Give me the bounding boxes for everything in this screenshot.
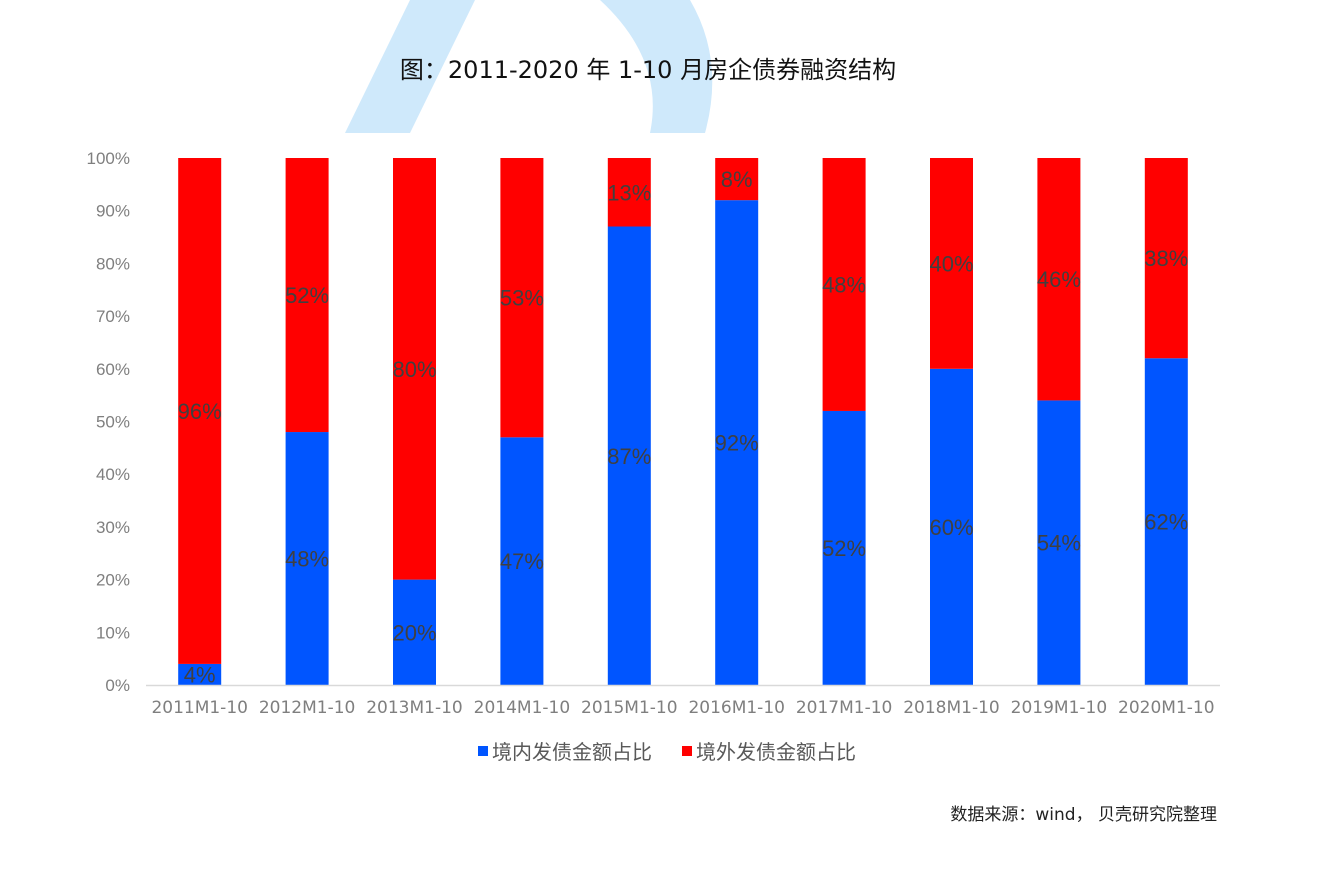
data-label-overseas: 38% <box>1144 246 1188 271</box>
x-tick-label: 2012M1-10 <box>259 698 356 718</box>
watermark-stroke-right <box>600 0 713 133</box>
chart-title: 图：2011-2020 年 1-10 月房企债券融资结构 <box>399 56 897 84</box>
bar-segment-overseas <box>178 158 222 664</box>
y-tick-label: 50% <box>96 413 130 432</box>
legend-swatch-domestic <box>478 745 488 756</box>
x-tick-label: 2016M1-10 <box>688 698 785 718</box>
y-tick-label: 10% <box>96 623 130 642</box>
legend-swatch-overseas <box>682 745 692 756</box>
x-tick-label: 2019M1-10 <box>1011 698 1108 718</box>
bar-segment-domestic <box>822 410 866 685</box>
y-tick-label: 40% <box>96 465 130 484</box>
bar-segment-domestic <box>500 437 544 685</box>
bar-segment-overseas <box>500 158 544 438</box>
x-tick-label: 2014M1-10 <box>474 698 571 718</box>
data-label-overseas: 53% <box>500 286 544 311</box>
data-label-domestic: 47% <box>500 549 544 574</box>
data-label-domestic: 62% <box>1144 510 1188 535</box>
data-label-overseas: 8% <box>721 167 753 192</box>
y-tick-label: 70% <box>96 307 130 326</box>
data-label-domestic: 60% <box>929 515 973 540</box>
bar-segment-overseas <box>393 158 436 580</box>
x-tick-label: 2011M1-10 <box>151 698 248 718</box>
legend: 境内发债金额占比 境外发债金额占比 <box>0 736 1334 765</box>
source-note: 数据来源：wind， 贝壳研究院整理 <box>950 805 1217 825</box>
x-tick-label: 2017M1-10 <box>796 698 893 718</box>
bar-segment-overseas <box>715 158 759 201</box>
x-tick-label: 2015M1-10 <box>581 698 678 718</box>
data-label-domestic: 20% <box>392 620 436 645</box>
data-label-overseas: 40% <box>929 251 973 276</box>
data-label-domestic: 92% <box>715 431 759 456</box>
data-label-overseas: 48% <box>822 272 866 297</box>
data-label-domestic: 87% <box>607 444 651 469</box>
data-label-domestic: 54% <box>1037 531 1081 556</box>
watermark-stroke-left <box>345 0 475 133</box>
bar-segment-overseas <box>1144 158 1188 359</box>
x-tick-label: 2020M1-10 <box>1118 698 1215 718</box>
bar-segment-overseas <box>285 158 329 433</box>
x-tick-label: 2013M1-10 <box>366 698 463 718</box>
bar-segment-overseas <box>1037 158 1081 401</box>
data-label-overseas: 52% <box>285 283 329 308</box>
bar-segment-domestic <box>285 432 329 685</box>
data-label-overseas: 80% <box>392 357 436 382</box>
y-tick-label: 90% <box>96 202 130 221</box>
legend-item-domestic: 境内发债金额占比 <box>478 736 652 765</box>
bar-segment-domestic <box>930 368 973 685</box>
data-label-overseas: 13% <box>607 180 651 205</box>
bar-segment-overseas <box>822 158 866 411</box>
bar-segment-domestic <box>1144 358 1188 685</box>
data-label-domestic: 4% <box>184 662 216 687</box>
data-label-domestic: 52% <box>822 536 866 561</box>
y-tick-label: 0% <box>105 676 130 695</box>
legend-label-overseas: 境外发债金额占比 <box>696 740 856 764</box>
data-label-overseas: 46% <box>1037 267 1081 292</box>
bar-segment-domestic <box>393 579 436 685</box>
bar-segment-domestic <box>1037 400 1081 685</box>
legend-label-domestic: 境内发债金额占比 <box>492 740 652 764</box>
bar-segment-overseas <box>930 158 973 369</box>
y-tick-label: 80% <box>96 254 130 273</box>
legend-item-overseas: 境外发债金额占比 <box>682 736 856 765</box>
bar-segment-domestic <box>715 200 759 685</box>
bar-segment-overseas <box>607 158 651 227</box>
bar-segment-domestic <box>607 226 651 685</box>
x-tick-label: 2018M1-10 <box>903 698 1000 718</box>
y-tick-label: 30% <box>96 518 130 537</box>
y-tick-label: 100% <box>87 149 130 168</box>
data-label-overseas: 96% <box>178 399 222 424</box>
y-tick-label: 60% <box>96 360 130 379</box>
y-tick-label: 20% <box>96 571 130 590</box>
data-label-domestic: 48% <box>285 547 329 572</box>
bar-segment-domestic <box>178 663 222 685</box>
